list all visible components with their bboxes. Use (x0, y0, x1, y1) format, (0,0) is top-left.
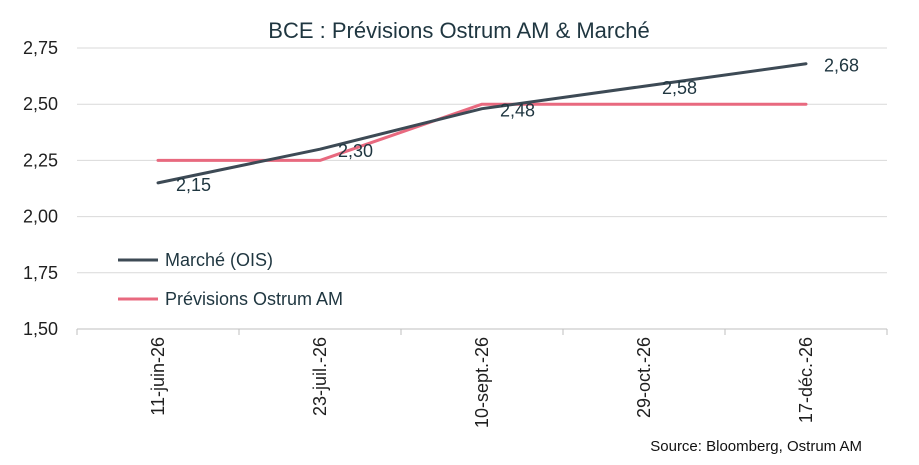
data-label: 2,30 (338, 141, 373, 161)
data-label: 2,58 (662, 78, 697, 98)
series-line-previsions (156, 102, 808, 162)
y-tick-label: 2,00 (23, 207, 58, 227)
y-axis-ticks: 1,50 1,75 2,00 2,25 2,50 2,75 (23, 38, 58, 339)
x-tick-label: 23-juil.-26 (310, 337, 330, 416)
legend-label-marche: Marché (OIS) (165, 250, 273, 270)
x-tick-label: 29-oct.-26 (634, 337, 654, 418)
x-axis: 11-juin-26 23-juil.-26 10-sept.-26 29-oct.-… (76, 329, 888, 428)
legend: Marché (OIS) Prévisions Ostrum AM (118, 250, 343, 309)
legend-label-previsions: Prévisions Ostrum AM (165, 289, 343, 309)
data-labels: 2,15 2,30 2,48 2,58 2,68 (176, 56, 859, 195)
y-tick-label: 1,75 (23, 263, 58, 283)
y-tick-label: 1,50 (23, 319, 58, 339)
series-line-marche (156, 62, 808, 185)
y-tick-label: 2,50 (23, 94, 58, 114)
x-tick-label: 17-déc.-26 (796, 337, 816, 423)
series-lines (156, 62, 808, 185)
x-tick-label: 11-juin-26 (148, 337, 168, 416)
chart-title: BCE : Prévisions Ostrum AM & Marché (268, 18, 649, 43)
y-tick-label: 2,75 (23, 38, 58, 58)
source-note: Source: Bloomberg, Ostrum AM (650, 438, 862, 455)
data-label: 2,48 (500, 101, 535, 121)
data-label: 2,68 (824, 56, 859, 76)
y-tick-label: 2,25 (23, 150, 58, 170)
data-label: 2,15 (176, 175, 211, 195)
x-tick-label: 10-sept.-26 (472, 337, 492, 428)
